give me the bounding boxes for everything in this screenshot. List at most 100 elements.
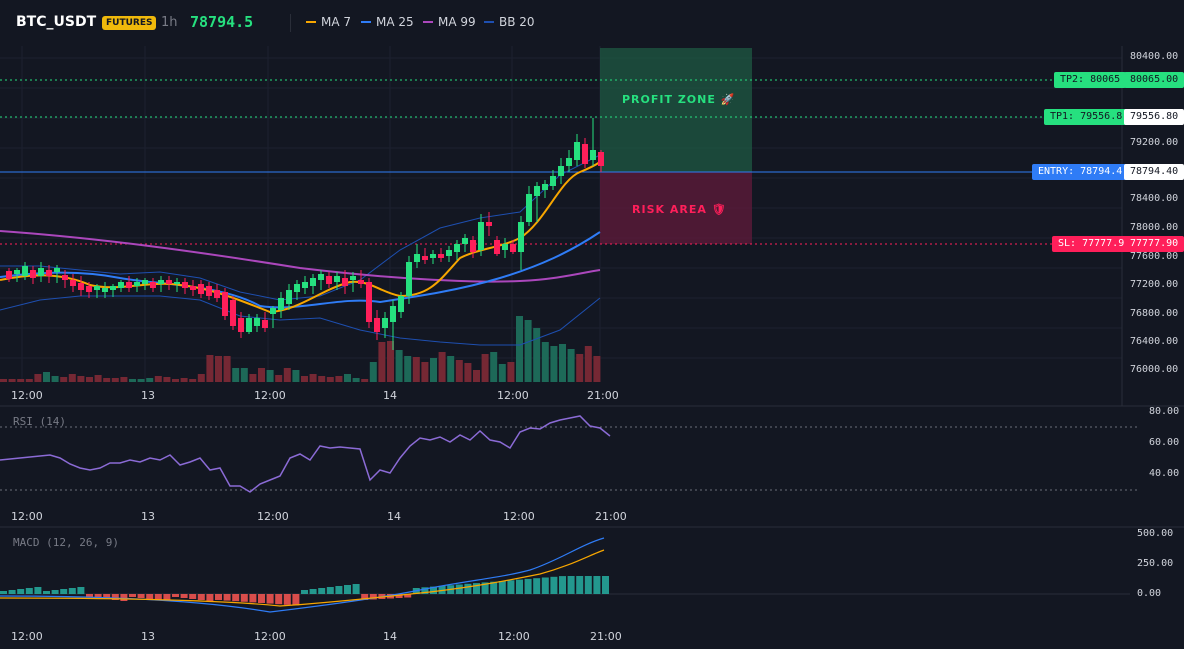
candle-body — [126, 282, 132, 288]
macd-histogram-bar — [498, 581, 506, 594]
candle-body — [310, 278, 316, 286]
macd-histogram-bar — [507, 580, 515, 594]
candle-body — [430, 254, 436, 258]
candle-body — [158, 280, 164, 284]
candle-body — [318, 274, 324, 280]
macd-histogram-bar — [464, 583, 472, 594]
volume-bar — [94, 375, 102, 382]
profit-zone — [600, 48, 752, 172]
candle-body — [6, 271, 12, 279]
volume-bar — [137, 379, 145, 382]
macd-histogram-bar — [481, 582, 489, 594]
rsi-axis-label: 60.00 — [1149, 437, 1180, 448]
volume-bar — [43, 372, 50, 382]
time-label: 12:00 — [11, 630, 43, 643]
candle-body — [590, 150, 596, 160]
macd-axis-label: 250.00 — [1137, 558, 1174, 569]
candle-body — [358, 280, 364, 284]
time-label: 21:00 — [590, 630, 622, 643]
volume-bar — [524, 320, 532, 382]
legend-ma7[interactable]: MA 7 — [306, 15, 351, 29]
macd-histogram-bar — [524, 578, 532, 594]
candle-body — [46, 270, 52, 276]
macd-histogram-bar — [309, 589, 317, 594]
rsi-label[interactable]: RSI (14) — [13, 415, 66, 428]
price-axis-label: 79200.00 — [1130, 137, 1179, 148]
volume-bar — [8, 379, 16, 382]
legend-bb20[interactable]: BB 20 — [484, 15, 535, 29]
candle-body — [350, 276, 356, 280]
candle-body — [470, 240, 476, 252]
macd-histogram-bar — [51, 590, 59, 594]
macd-histogram-bar — [318, 588, 326, 594]
candle-body — [182, 282, 188, 288]
volume-bar — [516, 316, 523, 382]
volume-bar — [490, 352, 498, 382]
entry-tag: ENTRY: 78794.4 — [1032, 164, 1129, 180]
candle-body — [550, 176, 556, 186]
candle-body — [174, 282, 180, 284]
macd-histogram-bar — [206, 594, 214, 601]
macd-histogram-bar — [301, 590, 308, 594]
macd-histogram-bar — [326, 587, 334, 594]
macd-histogram-bar — [146, 594, 154, 599]
volume-bar — [120, 377, 128, 382]
volume-bar — [404, 356, 412, 382]
volume-bar — [541, 342, 549, 382]
volume-bar — [326, 377, 334, 382]
candle-body — [14, 270, 20, 274]
legend-ma7-label: MA 7 — [321, 15, 352, 29]
macd-histogram-bar — [223, 594, 231, 601]
price-axis-label: 77200.00 — [1130, 279, 1179, 290]
price-axis-label: 77600.00 — [1130, 251, 1179, 262]
volume-bar — [215, 356, 222, 382]
volume-bar — [129, 379, 136, 382]
time-label: 13 — [141, 510, 155, 523]
time-label: 12:00 — [497, 389, 529, 402]
macd-histogram-bar — [180, 594, 188, 598]
tp2-tag: TP2: 80065 — [1054, 72, 1127, 88]
macd-histogram-bar — [258, 594, 265, 603]
time-label: 12:00 — [254, 389, 286, 402]
macd-histogram-bar — [404, 594, 412, 598]
candle-body — [118, 282, 124, 288]
volume-bar — [593, 356, 601, 382]
volume-bar — [111, 378, 119, 382]
legend-ma25[interactable]: MA 25 — [361, 15, 414, 29]
volume-bar — [567, 349, 575, 382]
macd-histogram-bar — [25, 588, 33, 594]
volume-bar — [378, 342, 386, 382]
macd-histogram-bar — [60, 589, 68, 594]
time-label: 12:00 — [257, 510, 289, 523]
volume-bar — [172, 379, 179, 382]
candle-body — [286, 290, 292, 304]
ma25-line — [0, 231, 601, 309]
volume-bar — [240, 368, 248, 382]
sl-axis-tag: 77777.90 — [1124, 236, 1184, 252]
macd-histogram-bar — [455, 584, 463, 594]
volume-bar — [86, 377, 93, 382]
macd-label[interactable]: MACD (12, 26, 9) — [13, 536, 119, 549]
macd-histogram-bar — [215, 594, 222, 600]
macd-histogram-bar — [602, 576, 609, 594]
volume-bar — [275, 375, 283, 382]
candle-body — [326, 276, 332, 284]
macd-histogram-bar — [335, 586, 343, 594]
volume-bar — [51, 376, 59, 382]
price-axis-label: 78000.00 — [1130, 222, 1179, 233]
timeframe-label[interactable]: 1h — [161, 15, 178, 30]
symbol-name[interactable]: BTC_USDT — [16, 14, 97, 30]
macd-histogram-bar — [197, 594, 205, 600]
macd-histogram-bar — [129, 594, 136, 597]
volume-bar — [447, 356, 455, 382]
candle-body — [270, 308, 276, 314]
volume-bar — [223, 356, 231, 382]
macd-histogram-bar — [172, 594, 179, 597]
candle-body — [574, 142, 580, 160]
volume-bar — [387, 341, 394, 382]
candle-body — [246, 318, 252, 332]
candle-body — [30, 270, 36, 278]
candle-body — [486, 222, 492, 226]
legend-ma99[interactable]: MA 99 — [423, 15, 476, 29]
